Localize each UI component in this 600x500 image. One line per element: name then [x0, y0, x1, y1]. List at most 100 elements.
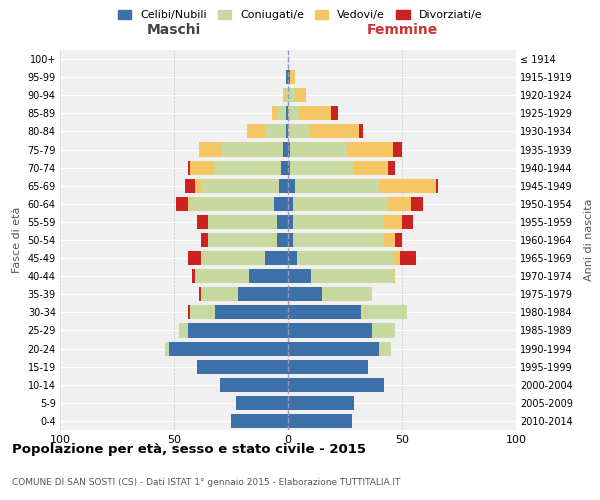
Bar — [290, 142, 347, 156]
Bar — [176, 197, 188, 211]
Bar — [249, 269, 288, 283]
Bar — [288, 88, 295, 102]
Bar — [202, 233, 208, 247]
Bar — [190, 160, 213, 174]
Bar — [277, 106, 286, 120]
Bar — [288, 215, 293, 229]
Bar — [179, 324, 188, 338]
Bar — [247, 124, 265, 138]
Text: Maschi: Maschi — [147, 24, 201, 38]
Bar — [379, 342, 391, 355]
Bar — [293, 233, 384, 247]
Bar — [311, 269, 393, 283]
Bar — [286, 124, 288, 138]
Bar — [188, 306, 190, 320]
Bar — [322, 287, 373, 302]
Bar — [236, 396, 288, 410]
Bar — [361, 306, 407, 320]
Bar — [283, 88, 286, 102]
Bar — [288, 378, 384, 392]
Bar — [277, 215, 288, 229]
Bar — [299, 106, 331, 120]
Bar — [288, 142, 290, 156]
Bar — [347, 142, 393, 156]
Bar — [354, 160, 388, 174]
Bar — [194, 269, 249, 283]
Bar — [283, 142, 288, 156]
Bar — [288, 287, 322, 302]
Bar — [213, 160, 281, 174]
Bar — [202, 178, 279, 193]
Bar — [277, 233, 288, 247]
Bar — [293, 197, 388, 211]
Bar — [281, 160, 288, 174]
Bar — [359, 124, 363, 138]
Bar — [288, 360, 368, 374]
Bar — [411, 197, 422, 211]
Bar — [288, 197, 293, 211]
Bar — [393, 269, 395, 283]
Bar — [265, 124, 286, 138]
Bar — [288, 306, 361, 320]
Y-axis label: Fasce di età: Fasce di età — [12, 207, 22, 273]
Bar — [388, 197, 411, 211]
Bar — [169, 342, 288, 355]
Bar — [199, 142, 222, 156]
Bar — [295, 178, 379, 193]
Bar — [188, 197, 190, 211]
Text: Popolazione per età, sesso e stato civile - 2015: Popolazione per età, sesso e stato civil… — [12, 442, 366, 456]
Bar — [208, 215, 277, 229]
Bar — [288, 233, 293, 247]
Bar — [388, 160, 395, 174]
Bar — [288, 342, 379, 355]
Bar — [308, 124, 359, 138]
Bar — [384, 233, 395, 247]
Y-axis label: Anni di nascita: Anni di nascita — [584, 198, 594, 281]
Bar — [202, 251, 265, 265]
Text: Femmine: Femmine — [367, 24, 437, 38]
Bar — [293, 215, 384, 229]
Bar — [384, 215, 402, 229]
Bar — [165, 342, 169, 355]
Bar — [288, 70, 290, 84]
Bar — [197, 215, 208, 229]
Bar — [288, 324, 373, 338]
Bar — [202, 287, 238, 302]
Bar — [190, 197, 274, 211]
Text: COMUNE DI SAN SOSTI (CS) - Dati ISTAT 1° gennaio 2015 - Elaborazione TUTTITALIA.: COMUNE DI SAN SOSTI (CS) - Dati ISTAT 1°… — [12, 478, 400, 487]
Bar — [192, 269, 194, 283]
Bar — [208, 233, 277, 247]
Bar — [379, 178, 436, 193]
Bar — [188, 251, 202, 265]
Bar — [393, 251, 400, 265]
Bar — [238, 287, 288, 302]
Bar — [265, 251, 288, 265]
Bar — [199, 287, 202, 302]
Bar — [436, 178, 439, 193]
Bar — [295, 88, 306, 102]
Bar — [373, 324, 395, 338]
Bar — [288, 396, 354, 410]
Bar — [288, 160, 290, 174]
Bar — [190, 306, 215, 320]
Bar — [272, 106, 277, 120]
Bar — [400, 251, 416, 265]
Bar — [395, 233, 402, 247]
Bar — [331, 106, 338, 120]
Bar — [402, 215, 413, 229]
Bar — [393, 142, 402, 156]
Bar — [188, 160, 190, 174]
Bar — [185, 178, 194, 193]
Bar — [290, 160, 354, 174]
Bar — [288, 414, 352, 428]
Bar — [288, 251, 297, 265]
Bar — [222, 142, 283, 156]
Bar — [188, 324, 288, 338]
Bar — [286, 88, 288, 102]
Bar — [290, 70, 295, 84]
Bar — [231, 414, 288, 428]
Bar — [288, 178, 295, 193]
Bar — [288, 106, 299, 120]
Bar — [288, 124, 308, 138]
Bar — [197, 360, 288, 374]
